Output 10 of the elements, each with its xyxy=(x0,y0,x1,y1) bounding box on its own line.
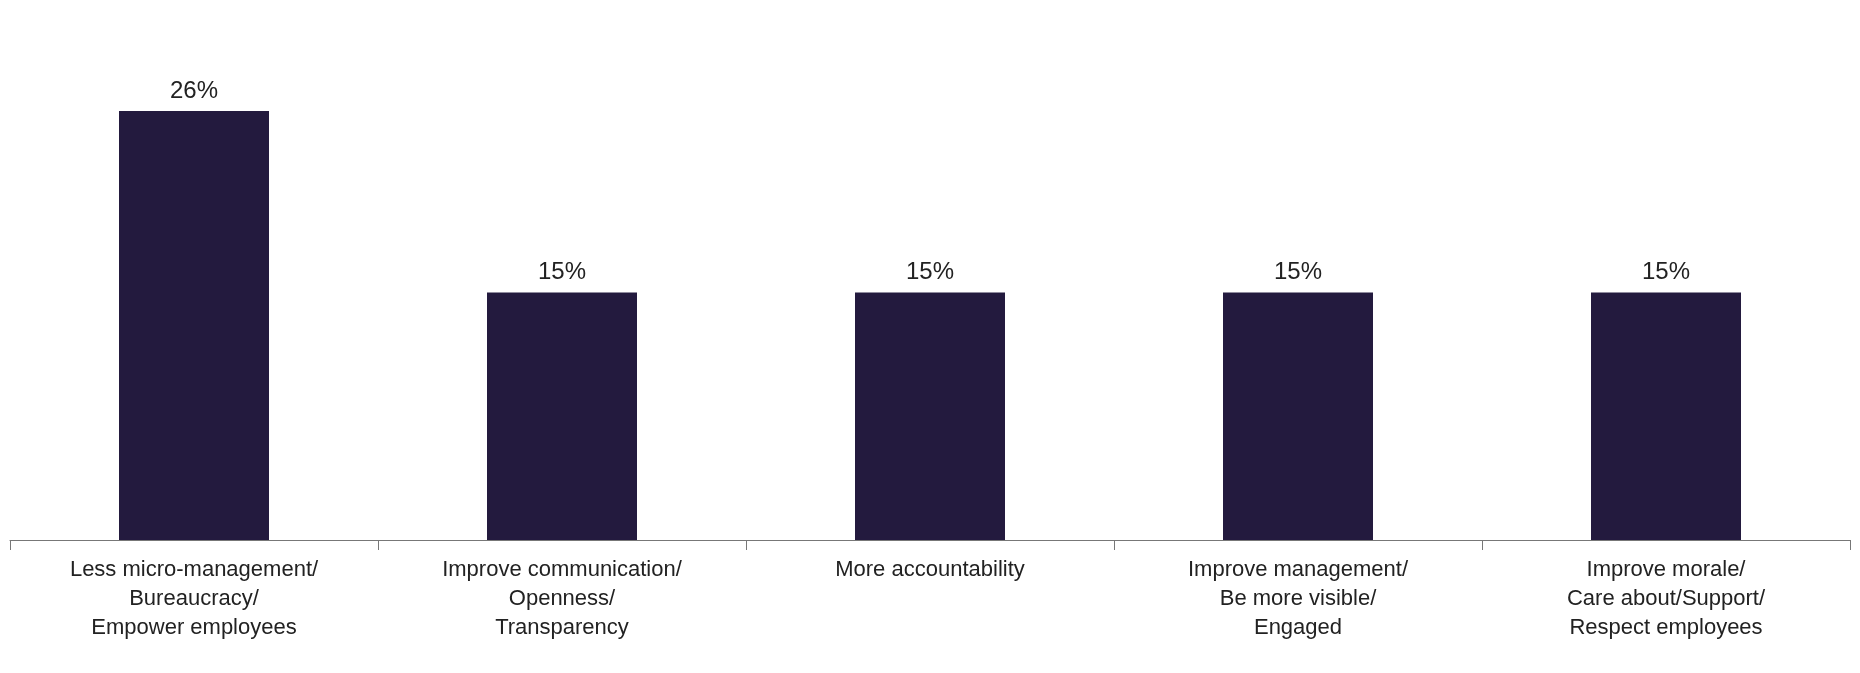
data-label: 15% xyxy=(1641,257,1691,284)
data-label: 15% xyxy=(905,257,955,284)
x-tick-label: Improve management/ Be more visible/ Engaged xyxy=(1187,556,1409,639)
data-label: 15% xyxy=(537,257,587,284)
data-label: 26% xyxy=(169,75,219,103)
x-tick-label: Improve communication/ Openness/ Transparency xyxy=(442,556,683,639)
x-tick-label: More accountability xyxy=(835,556,1025,581)
x-tick-label: Improve morale/ Care about/Support/ Respect employees xyxy=(1566,556,1766,639)
x-tick-label: Less micro-management/ Bureaucracy/ Empower employees xyxy=(69,556,319,639)
data-label: 15% xyxy=(1273,257,1323,284)
